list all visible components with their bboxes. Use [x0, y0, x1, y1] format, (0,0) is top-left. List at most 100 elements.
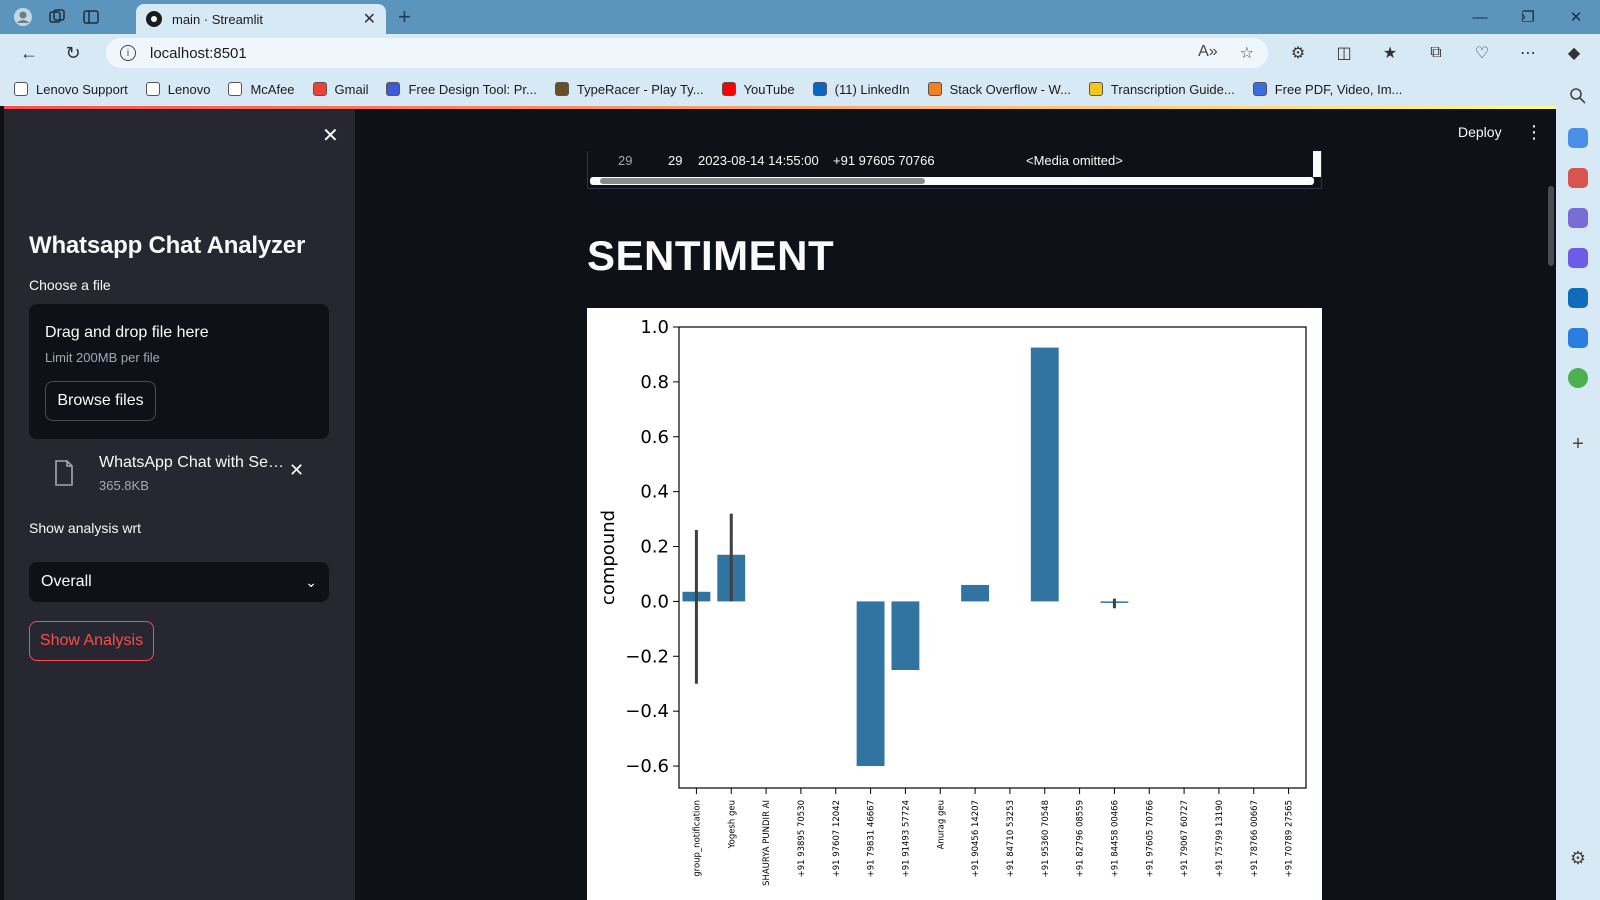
bookmark-item[interactable]: Gmail — [312, 82, 368, 97]
table-vertical-scrollbar[interactable] — [1313, 151, 1321, 177]
vertical-tabs-icon[interactable] — [80, 6, 102, 28]
bookmark-label: YouTube — [743, 81, 795, 97]
bookmark-icon — [386, 82, 401, 96]
split-screen-icon[interactable]: ◫ — [1336, 45, 1352, 62]
bookmark-label: Lenovo Support — [36, 81, 128, 97]
remove-file-icon[interactable]: ✕ — [289, 460, 305, 480]
uploaded-file-name: WhatsApp Chat with Sect... — [99, 454, 289, 471]
outlook-icon[interactable] — [1568, 288, 1588, 308]
bookmark-icon — [1088, 82, 1103, 96]
bookmark-item[interactable]: Free Design Tool: Pr... — [386, 82, 537, 97]
bookmark-label: Free PDF, Video, Im... — [1274, 81, 1403, 97]
bar — [961, 584, 990, 602]
window-close-icon[interactable]: ✕ — [1569, 9, 1583, 26]
x-tick-label: +91 70789 27565 — [1285, 800, 1295, 877]
analysis-select-label: Show analysis wrt — [29, 520, 142, 536]
games-icon[interactable] — [1568, 208, 1588, 228]
bookmark-item[interactable]: YouTube — [721, 81, 795, 97]
tab-main-streamlit[interactable]: main · Streamlit ✕ — [136, 4, 386, 34]
bookmark-icon — [812, 82, 827, 96]
sidebar-title: Whatsapp Chat Analyzer — [29, 232, 306, 259]
page-scrollbar[interactable] — [1548, 186, 1554, 266]
minimize-icon[interactable]: — — [1472, 8, 1488, 26]
shopping-icon[interactable] — [1568, 128, 1588, 148]
bookmark-icon — [927, 82, 942, 96]
bookmark-label: (11) LinkedIn — [834, 81, 910, 97]
bookmark-item[interactable]: Lenovo — [145, 81, 211, 97]
section-heading: SENTIMENT — [587, 232, 835, 279]
streamlit-favicon-icon — [146, 11, 162, 27]
restore-icon[interactable]: ❐ — [1521, 9, 1535, 26]
table-horizontal-scrollbar[interactable] — [590, 177, 1314, 185]
extensions-icon[interactable]: ⚙ — [1290, 45, 1306, 62]
bookmark-item[interactable]: Transcription Guide... — [1088, 82, 1235, 97]
file-dropzone[interactable]: Drag and drop file here Limit 200MB per … — [29, 304, 329, 439]
send-icon[interactable] — [1568, 328, 1588, 348]
show-analysis-button[interactable]: Show Analysis — [29, 621, 154, 661]
refresh-icon[interactable]: ↻ — [65, 42, 81, 63]
analysis-select-value: Overall — [41, 573, 92, 590]
bookmark-label: Lenovo — [167, 81, 211, 97]
add-sidebar-icon[interactable]: + — [1572, 433, 1584, 455]
bookmark-item[interactable]: TypeRacer - Play Ty... — [554, 81, 704, 97]
dropzone-title: Drag and drop file here — [45, 324, 209, 341]
bookmark-label: McAfee — [250, 81, 295, 97]
y-tick-label: 0.4 — [640, 482, 669, 503]
bookmarks-more-icon[interactable]: › — [1520, 8, 1526, 25]
favorite-star-icon[interactable]: ☆ — [1239, 45, 1254, 62]
bookmark-icon — [312, 82, 327, 96]
site-info-icon[interactable]: i — [120, 45, 136, 61]
profile-icon[interactable] — [12, 6, 34, 28]
workspaces-icon[interactable] — [46, 6, 68, 28]
new-tab-icon[interactable]: + — [398, 4, 411, 29]
browser-essentials-icon[interactable]: ♡ — [1474, 45, 1490, 62]
search-icon[interactable] — [1568, 86, 1588, 106]
header-accent — [4, 106, 1556, 109]
y-tick-label: −0.4 — [625, 701, 669, 722]
x-tick-label: +91 90456 14207 — [971, 800, 981, 877]
bookmark-item[interactable]: McAfee — [228, 81, 295, 97]
y-tick-label: 0.0 — [640, 591, 669, 612]
back-icon[interactable]: ← — [20, 42, 38, 63]
plot-frame — [678, 326, 1307, 789]
sentiment-chart: 1.0 0.8 0.6 0.4 0.2 0.0 −0.2 −0.4 −0.6 compound gr… — [587, 308, 1322, 900]
deploy-button[interactable]: Deploy — [1458, 124, 1502, 140]
x-tick-label: Anurag geu — [936, 800, 946, 849]
bookmark-label: TypeRacer - Play Ty... — [576, 81, 704, 97]
dataframe[interactable]: 29 29 2023-08-14 14:55:00 +91 97605 7076… — [587, 151, 1322, 189]
copilot-icon[interactable]: ◆ — [1567, 45, 1581, 62]
x-tick-label: +91 75799 13190 — [1215, 800, 1225, 877]
chevron-down-icon: ⌄ — [305, 573, 317, 590]
tools-icon[interactable] — [1568, 168, 1588, 188]
analysis-select[interactable]: Overall ⌄ — [29, 562, 329, 602]
y-tick-label: −0.2 — [625, 646, 669, 667]
y-tick-label: −0.6 — [625, 756, 669, 777]
bookmark-item[interactable]: Stack Overflow - W... — [927, 82, 1071, 97]
table-row: 29 29 2023-08-14 14:55:00 +91 97605 7076… — [588, 151, 1321, 171]
x-tick-label: SHAURYA PUNDIR AI — [762, 800, 772, 886]
microsoft365-icon[interactable] — [1568, 248, 1588, 268]
bookmark-item[interactable]: Free PDF, Video, Im... — [1252, 81, 1403, 97]
sidebar-settings-icon[interactable]: ⚙ — [1569, 848, 1587, 868]
main-menu-icon[interactable]: ⋮ — [1525, 122, 1543, 142]
favorites-icon[interactable]: ★ — [1382, 45, 1398, 62]
tab-close-icon[interactable]: ✕ — [362, 11, 376, 28]
bookmark-item[interactable]: Lenovo Support — [14, 82, 128, 97]
bar — [891, 601, 920, 671]
x-tick-label: +91 97607 12042 — [832, 800, 842, 877]
more-menu-icon[interactable]: ⋯ — [1520, 45, 1536, 62]
drop-icon[interactable] — [1568, 368, 1588, 388]
x-tick-label: Yogesh geu — [727, 800, 737, 849]
read-aloud-icon[interactable]: A» — [1198, 43, 1218, 60]
x-tick-label: +91 91493 57724 — [901, 800, 911, 877]
table-scroll-thumb[interactable] — [600, 178, 925, 184]
cell-id: 29 — [668, 153, 683, 168]
bookmark-item[interactable]: (11) LinkedIn — [812, 81, 910, 97]
bookmark-icon — [145, 82, 160, 96]
sidebar-close-icon[interactable]: ✕ — [322, 125, 339, 147]
dropzone-limit: Limit 200MB per file — [45, 350, 160, 365]
tab-title: main · Streamlit — [172, 11, 264, 27]
collections-icon[interactable]: ⧉ — [1430, 44, 1442, 61]
browse-files-button[interactable]: Browse files — [45, 381, 156, 421]
address-bar[interactable]: i localhost:8501 A» ☆ — [106, 38, 1268, 68]
